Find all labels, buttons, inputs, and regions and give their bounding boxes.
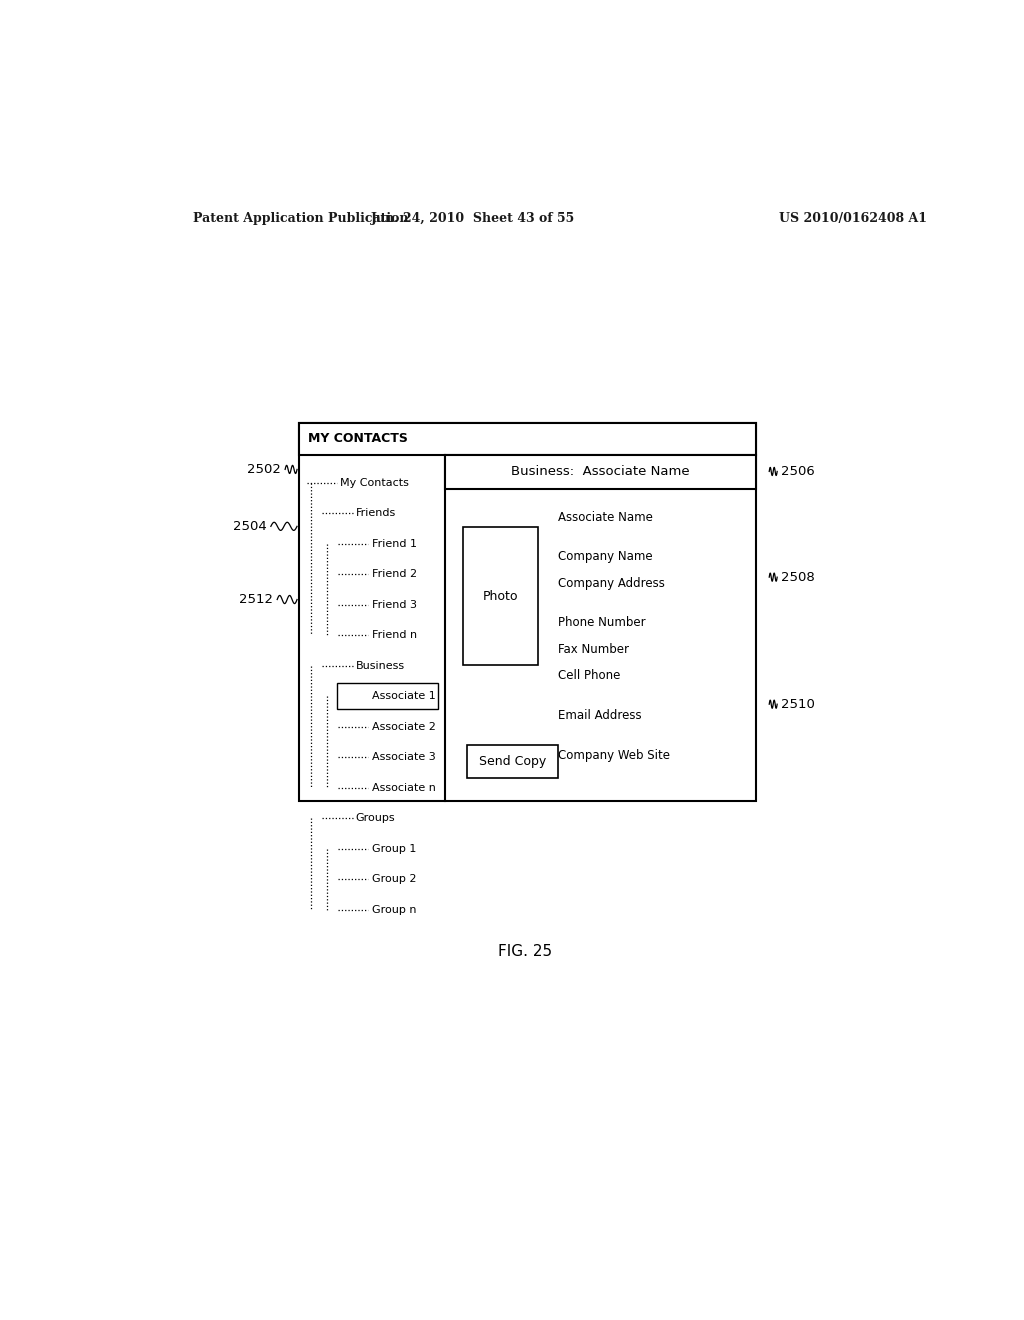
Text: Associate 2: Associate 2 — [372, 722, 435, 731]
Text: 2512: 2512 — [240, 593, 273, 606]
Text: Associate Name: Associate Name — [558, 511, 653, 524]
Text: Friend 2: Friend 2 — [372, 569, 417, 579]
Bar — [463, 528, 539, 665]
Text: Associate 3: Associate 3 — [372, 752, 435, 762]
Text: Group n: Group n — [372, 904, 416, 915]
Text: Associate 1: Associate 1 — [372, 692, 435, 701]
Text: 2510: 2510 — [781, 698, 815, 710]
Text: Friends: Friends — [355, 508, 396, 519]
Bar — [467, 744, 558, 779]
Text: Business:  Associate Name: Business: Associate Name — [511, 466, 690, 478]
Text: Company Name: Company Name — [558, 550, 652, 564]
Text: 2502: 2502 — [247, 463, 282, 477]
Text: My Contacts: My Contacts — [340, 478, 409, 487]
Text: Associate n: Associate n — [372, 783, 435, 792]
Text: Fax Number: Fax Number — [558, 643, 629, 656]
Text: Send Copy: Send Copy — [479, 755, 546, 768]
Text: Jun. 24, 2010  Sheet 43 of 55: Jun. 24, 2010 Sheet 43 of 55 — [371, 213, 575, 224]
Text: Company Web Site: Company Web Site — [558, 748, 670, 762]
Bar — [445, 455, 756, 488]
Text: Business: Business — [355, 660, 404, 671]
Text: Cell Phone: Cell Phone — [558, 669, 621, 682]
Text: Friend 3: Friend 3 — [372, 599, 417, 610]
Text: 2506: 2506 — [781, 465, 815, 478]
Text: Patent Application Publication: Patent Application Publication — [194, 213, 409, 224]
Text: Friend n: Friend n — [372, 630, 417, 640]
Bar — [299, 422, 756, 801]
Text: Email Address: Email Address — [558, 709, 642, 722]
Text: Groups: Groups — [355, 813, 395, 824]
Text: FIG. 25: FIG. 25 — [498, 944, 552, 958]
Text: Phone Number: Phone Number — [558, 616, 646, 630]
Text: Group 2: Group 2 — [372, 874, 416, 884]
Bar — [337, 682, 437, 709]
Text: US 2010/0162408 A1: US 2010/0162408 A1 — [778, 213, 927, 224]
Text: Friend 1: Friend 1 — [372, 539, 417, 549]
Text: Photo: Photo — [483, 590, 518, 602]
Text: 2504: 2504 — [233, 520, 267, 533]
Bar — [299, 422, 756, 455]
Text: Company Address: Company Address — [558, 577, 665, 590]
Text: MY CONTACTS: MY CONTACTS — [308, 433, 408, 445]
Text: Group 1: Group 1 — [372, 843, 416, 854]
Text: 2508: 2508 — [781, 570, 815, 583]
